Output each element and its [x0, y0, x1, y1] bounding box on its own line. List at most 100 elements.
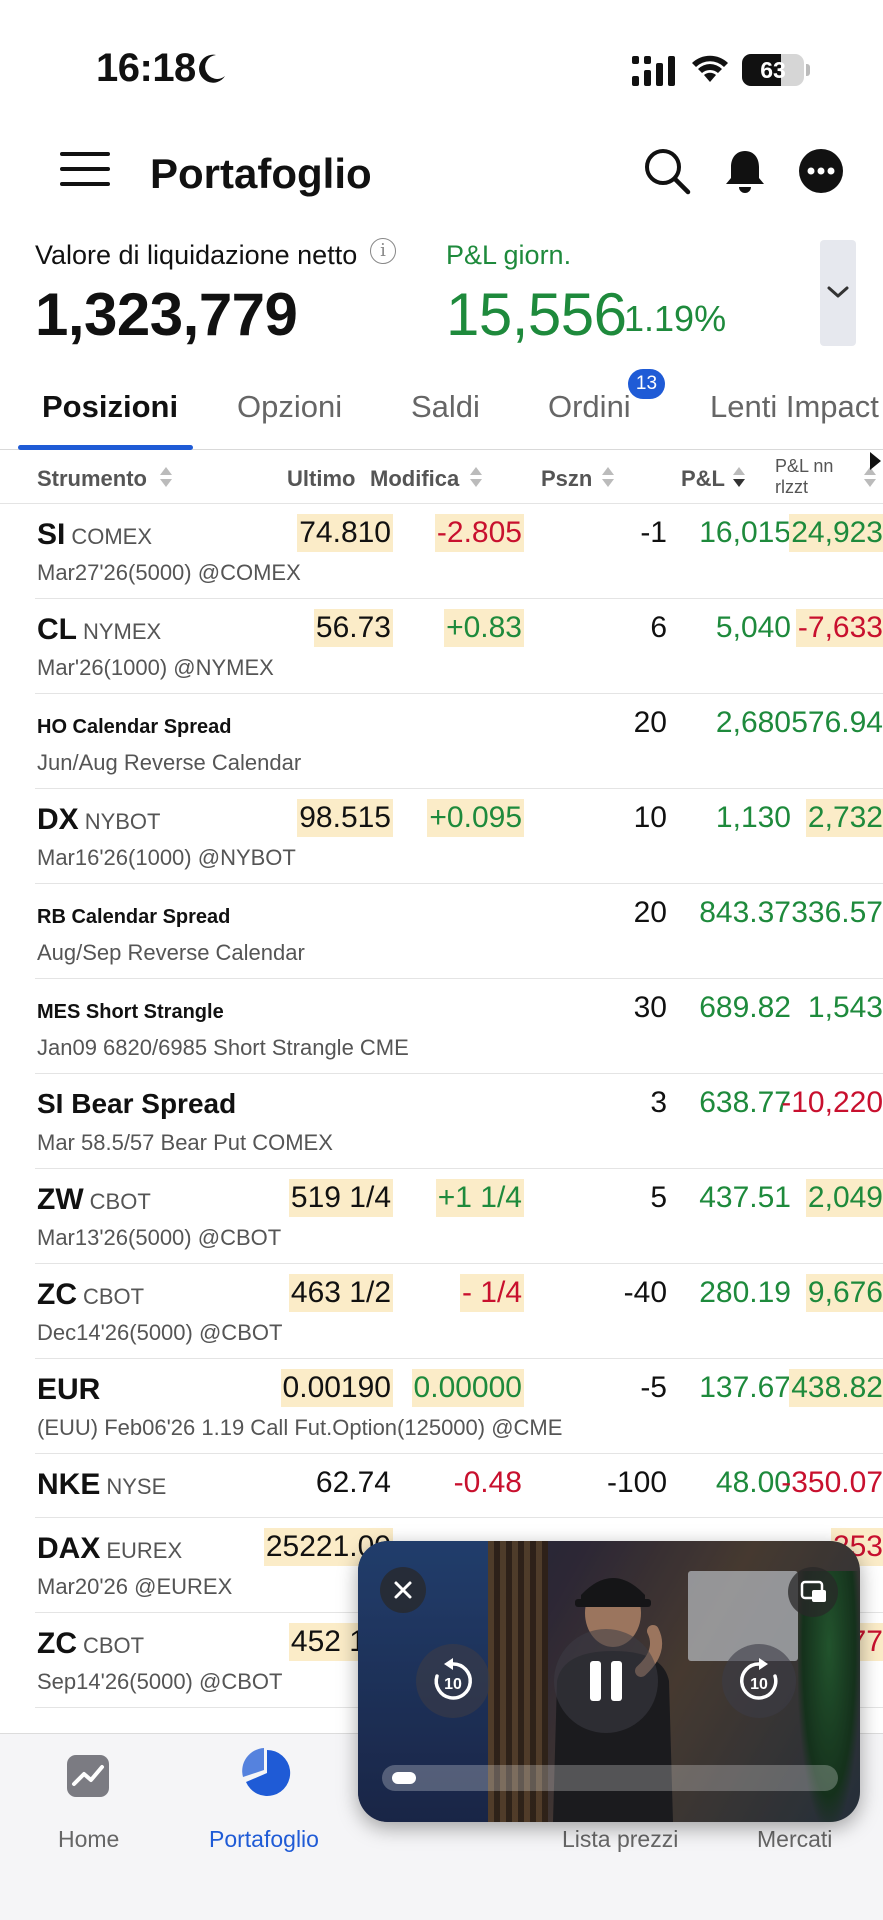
sort-descending-icon[interactable] [731, 465, 747, 489]
column-unrealized-pnl[interactable]: P&L nn rlzzt [775, 456, 834, 497]
row-contract: Mar 58.5/57 Bear Put COMEX [37, 1130, 333, 1155]
rewind-10-icon: 10 [434, 1658, 472, 1700]
column-position[interactable]: Pszn [541, 466, 593, 491]
info-icon[interactable]: i [370, 238, 396, 264]
pause-button[interactable] [554, 1629, 658, 1733]
tab-positions[interactable]: Posizioni [42, 389, 179, 424]
row-change: +1 1/4 [435, 1179, 524, 1217]
row-position: -100 [606, 1466, 667, 1499]
row-contract: Aug/Sep Reverse Calendar [37, 940, 305, 965]
close-icon [394, 1581, 412, 1599]
row-exchange: CBOT [83, 1284, 145, 1309]
row-contract: Mar16'26(1000) @NYBOT [37, 845, 296, 870]
tab-orders[interactable]: Ordini [548, 389, 631, 424]
row-symbol: DAX [37, 1532, 101, 1565]
row-position: 3 [650, 1086, 667, 1119]
row-symbol: DX [37, 803, 79, 836]
nav-portfolio-label: Portafoglio [209, 1826, 319, 1852]
video-progress-bar[interactable] [382, 1765, 838, 1791]
row-contract: (EUU) Feb06'26 1.19 Call Fut.Option(1250… [37, 1415, 563, 1440]
search-icon[interactable] [642, 146, 692, 196]
row-pnl: 689.82 [699, 991, 791, 1024]
net-liquidation-value: 1,323,779 [35, 281, 298, 348]
net-liquidation-label: Valore di liquidazione netto [35, 240, 358, 270]
nav-watchlist-label: Lista prezzi [562, 1826, 679, 1852]
row-position: -1 [640, 516, 667, 549]
skip-forward-button[interactable]: 10 [722, 1644, 796, 1718]
column-instrument[interactable]: Strumento [37, 466, 147, 491]
table-row[interactable]: SI Bear Spread Mar 58.5/57 Bear Put COME… [35, 1074, 883, 1169]
row-last: 519 1/4 [288, 1179, 393, 1217]
row-unrealized: -7,633 [795, 609, 883, 647]
table-row[interactable]: DX NYBOT Mar16'26(1000) @NYBOT 98.515 +0.… [35, 789, 883, 884]
table-row[interactable]: ZW CBOT Mar13'26(5000) @CBOT 519 1/4 +1 1… [35, 1169, 883, 1264]
moon-icon [199, 54, 225, 83]
sort-icon[interactable] [600, 465, 616, 489]
table-row[interactable]: NKE NYSE 62.74 -0.48 -100 48.00 -350.07 [35, 1454, 883, 1518]
row-symbol: NKE [37, 1468, 101, 1501]
battery-level: 63 [760, 57, 786, 83]
row-position: 5 [650, 1181, 667, 1214]
close-pip-button[interactable] [380, 1567, 426, 1613]
row-pnl: 280.19 [699, 1276, 791, 1309]
menu-icon[interactable] [60, 152, 110, 188]
column-change[interactable]: Modifica [370, 466, 460, 491]
table-row[interactable]: RB Calendar Spread Aug/Sep Reverse Calen… [35, 884, 883, 979]
row-symbol: EUR [37, 1373, 101, 1406]
expand-summary-button[interactable] [820, 240, 856, 346]
video-progress-fill [392, 1772, 416, 1784]
row-unrealized: 336.57 [791, 896, 883, 929]
row-unrealized: -350.07 [781, 1466, 883, 1499]
active-tab-indicator [18, 445, 193, 450]
column-last[interactable]: Ultimo [287, 466, 356, 491]
sort-icon[interactable] [862, 465, 878, 489]
table-row[interactable]: HO Calendar Spread Jun/Aug Reverse Calen… [35, 694, 883, 789]
sort-icon[interactable] [468, 465, 484, 489]
row-unrealized: 9,676 [805, 1274, 883, 1312]
video-player[interactable]: 10 10 [358, 1541, 860, 1822]
row-exchange: NYBOT [84, 809, 161, 834]
row-symbol: ZC [37, 1278, 77, 1311]
battery-icon: 63 [742, 54, 804, 86]
row-exchange: CBOT [89, 1189, 151, 1214]
chevron-down-icon [827, 286, 849, 298]
row-change: -0.48 [453, 1466, 522, 1499]
row-position: -40 [623, 1276, 667, 1309]
scroll-right-icon[interactable] [868, 450, 883, 472]
bell-icon[interactable] [720, 146, 770, 196]
row-symbol: ZC [37, 1627, 77, 1660]
table-row[interactable]: EUR (EUU) Feb06'26 1.19 Call Fut.Option(… [35, 1359, 883, 1454]
sort-icon[interactable] [158, 465, 174, 489]
row-unrealized: -10,220 [781, 1086, 883, 1119]
table-row[interactable]: MES Short Strangle Jan09 6820/6985 Short… [35, 979, 883, 1074]
svg-text:10: 10 [750, 1676, 768, 1693]
nav-home-label: Home [58, 1826, 120, 1852]
row-pnl: 16,015 [699, 516, 791, 549]
row-pnl: 2,680 [715, 706, 791, 739]
tab-impact-lens[interactable]: Lenti Impact [710, 389, 879, 424]
nav-markets-label: Mercati [757, 1826, 833, 1852]
row-contract: Jan09 6820/6985 Short Strangle CME [37, 1035, 409, 1060]
skip-back-button[interactable]: 10 [416, 1644, 490, 1718]
row-symbol: ZW [37, 1183, 84, 1216]
app-header: Portafoglio [0, 130, 883, 210]
row-last: 74.810 [297, 514, 393, 552]
tab-balances[interactable]: Saldi [411, 389, 480, 424]
tab-options[interactable]: Opzioni [237, 389, 343, 424]
row-contract: Mar13'26(5000) @CBOT [37, 1225, 282, 1250]
table-row[interactable]: ZC CBOT Dec14'26(5000) @CBOT 463 1/2 - 1/… [35, 1264, 883, 1359]
more-options-icon[interactable] [796, 146, 846, 196]
expand-pip-button[interactable] [788, 1567, 838, 1617]
table-row[interactable]: SI COMEX Mar27'26(5000) @COMEX 74.810 -2.… [35, 504, 883, 599]
table-row[interactable]: CL NYMEX Mar'26(1000) @NYMEX 56.73 +0.83 … [35, 599, 883, 694]
cellular-signal-icon [632, 56, 675, 86]
row-change: +0.83 [444, 609, 524, 647]
row-change: 0.00000 [411, 1369, 524, 1407]
daily-pnl-label: P&L giorn. [446, 240, 572, 270]
row-pnl: 437.51 [699, 1181, 791, 1214]
row-exchange: COMEX [71, 524, 153, 549]
orders-count-badge: 13 [628, 369, 665, 399]
row-symbol: HO Calendar Spread [37, 716, 232, 738]
column-pnl[interactable]: P&L [681, 466, 725, 491]
row-last: 463 1/2 [288, 1274, 393, 1312]
